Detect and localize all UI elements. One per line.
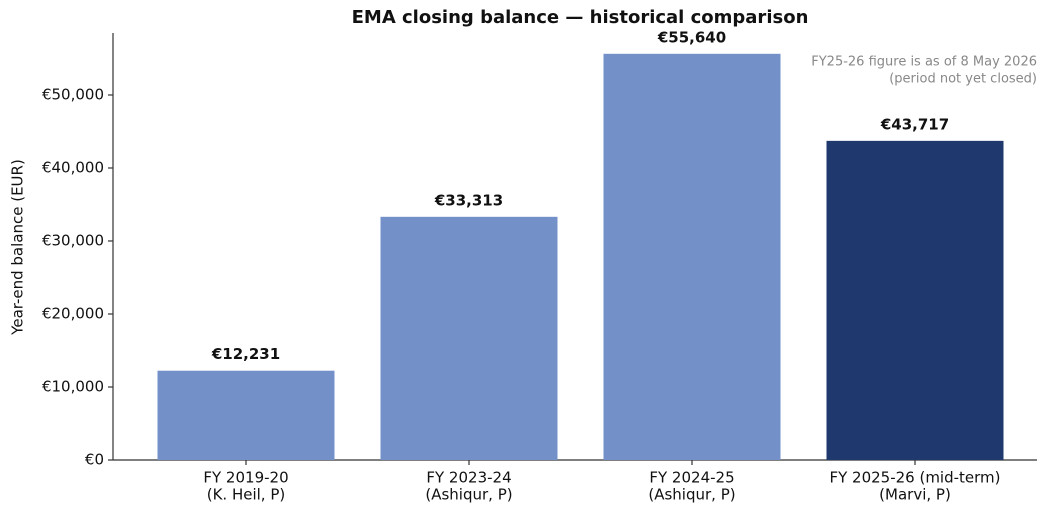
- y-tick-label: €30,000: [42, 231, 104, 249]
- x-tick-label: FY 2025-26 (mid-term): [829, 469, 1000, 487]
- y-tick-label: €0: [85, 451, 104, 469]
- annotation: (period not yet closed): [889, 72, 1037, 87]
- bar: [157, 370, 335, 460]
- chart-title: EMA closing balance — historical compari…: [352, 7, 809, 28]
- x-tick-label: FY 2023-24: [426, 469, 511, 487]
- value-label: €55,640: [657, 28, 726, 46]
- x-tick-label: FY 2024-25: [649, 469, 734, 487]
- annotation: FY25-26 figure is as of 8 May 2026: [811, 55, 1037, 70]
- y-tick-label: €20,000: [42, 304, 104, 322]
- y-axis-label: Year-end balance (EUR): [9, 159, 27, 336]
- bar: [380, 216, 558, 460]
- bar: [603, 53, 781, 461]
- x-tick-label: (K. Heil, P): [207, 486, 286, 504]
- y-tick-label: €50,000: [42, 85, 104, 103]
- x-tick-label: FY 2019-20: [203, 469, 288, 487]
- x-tick-label: (Marvi, P): [879, 486, 951, 504]
- x-tick-label: (Ashiqur, P): [425, 486, 512, 504]
- y-tick-label: €40,000: [42, 158, 104, 176]
- bar: [826, 140, 1004, 460]
- value-label: €33,313: [434, 191, 503, 209]
- y-tick-label: €10,000: [42, 377, 104, 395]
- value-label: €43,717: [880, 115, 949, 133]
- value-label: €12,231: [211, 345, 280, 363]
- x-tick-label: (Ashiqur, P): [648, 486, 735, 504]
